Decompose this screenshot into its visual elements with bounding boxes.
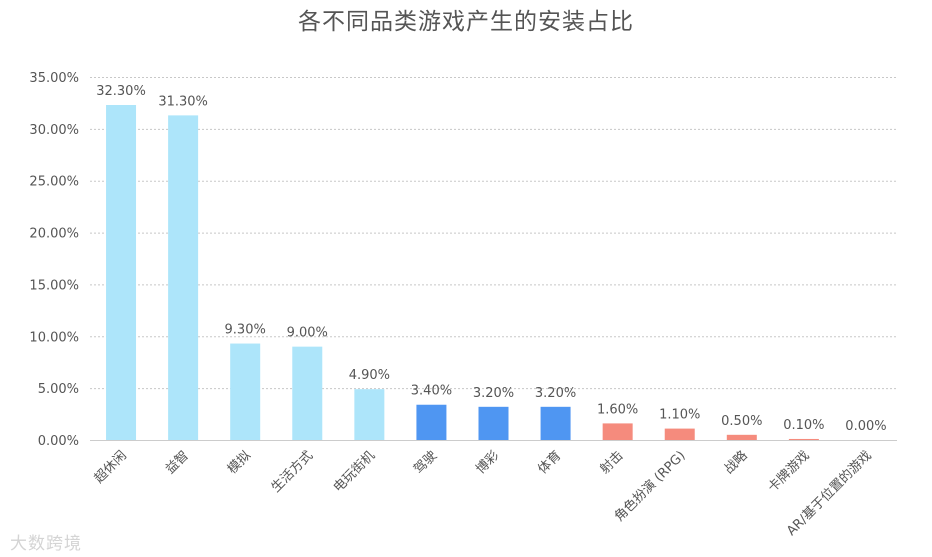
bar [540, 406, 571, 440]
data-label: 9.30% [225, 323, 266, 338]
x-tick-label: 模拟 [225, 448, 254, 477]
y-tick-label: 30.00% [29, 123, 79, 138]
y-tick-label: 15.00% [29, 278, 79, 293]
data-label: 3.20% [535, 386, 576, 401]
data-label: 0.10% [783, 418, 824, 433]
data-label: 1.10% [659, 408, 700, 423]
data-label: 0.50% [721, 414, 762, 429]
data-label: 1.60% [597, 402, 638, 417]
y-tick-label: 10.00% [29, 330, 79, 345]
bar [478, 406, 509, 440]
y-tick-label: 0.00% [38, 434, 79, 449]
bar [106, 105, 137, 440]
bar [416, 404, 447, 440]
x-tick-label: 益智 [163, 448, 192, 477]
chart-title: 各不同品类游戏产生的安装占比 [298, 9, 634, 35]
x-tick-label: 射击 [597, 448, 627, 478]
watermark-logo: 大数跨境 [10, 534, 82, 554]
data-label: 0.00% [845, 419, 886, 434]
x-tick-label: 博彩 [473, 448, 502, 477]
bar [602, 423, 633, 440]
data-label: 32.30% [96, 84, 146, 99]
bar [230, 343, 261, 440]
x-tick-label: 生活方式 [268, 448, 316, 496]
bar [168, 115, 199, 441]
data-label: 9.00% [287, 326, 328, 341]
bars [106, 105, 819, 441]
data-label: 3.20% [473, 386, 514, 401]
x-tick-label: 超休闲 [92, 448, 130, 486]
x-tick-label: 电玩街机 [331, 448, 378, 495]
bar [664, 428, 695, 440]
data-label: 3.40% [411, 384, 452, 399]
x-tick-label: 体育 [535, 448, 565, 478]
data-label: 4.90% [349, 368, 390, 383]
value-labels: 32.30% 31.30% 9.30% 9.00% 4.90% 3.40% 3.20% 3.2… [96, 84, 886, 434]
y-tick-label: 5.00% [38, 382, 79, 397]
bar [354, 389, 385, 440]
y-axis-tick-labels: 0.00% 5.00% 10.00% 15.00% 20.00% 25.00% 30.00%… [29, 71, 79, 449]
x-tick-label: 卡牌游戏 [765, 448, 813, 496]
bar [292, 346, 323, 440]
y-tick-label: 25.00% [29, 175, 79, 190]
x-tick-label: 战略 [721, 448, 751, 478]
bar [726, 434, 757, 440]
gridlines [90, 77, 897, 390]
y-tick-label: 35.00% [29, 71, 79, 86]
data-label: 31.30% [158, 94, 208, 109]
y-tick-label: 20.00% [29, 227, 79, 242]
x-tick-label: 驾驶 [411, 448, 440, 477]
bar [788, 438, 819, 440]
